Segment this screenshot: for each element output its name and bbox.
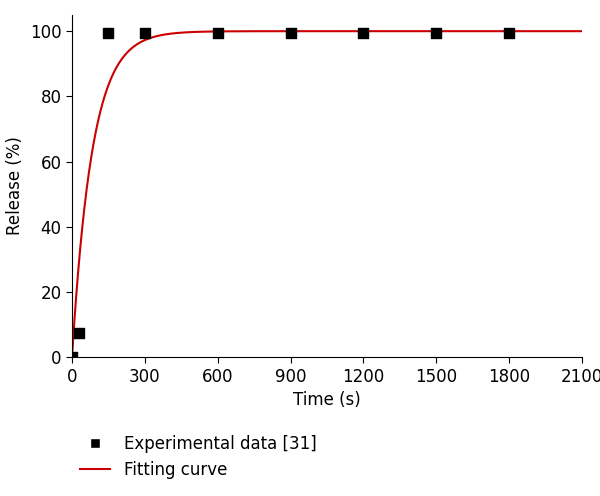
Point [213, 29, 223, 37]
Point [505, 29, 514, 37]
Point [140, 29, 149, 37]
Legend: Experimental data [31], Fitting curve: Experimental data [31], Fitting curve [80, 434, 316, 479]
Point [359, 29, 368, 37]
Point [67, 353, 77, 361]
Point [286, 29, 295, 37]
X-axis label: Time (s): Time (s) [293, 391, 361, 409]
Point [74, 329, 84, 337]
Y-axis label: Release (%): Release (%) [7, 136, 25, 236]
Point [431, 29, 441, 37]
Point [104, 29, 113, 37]
